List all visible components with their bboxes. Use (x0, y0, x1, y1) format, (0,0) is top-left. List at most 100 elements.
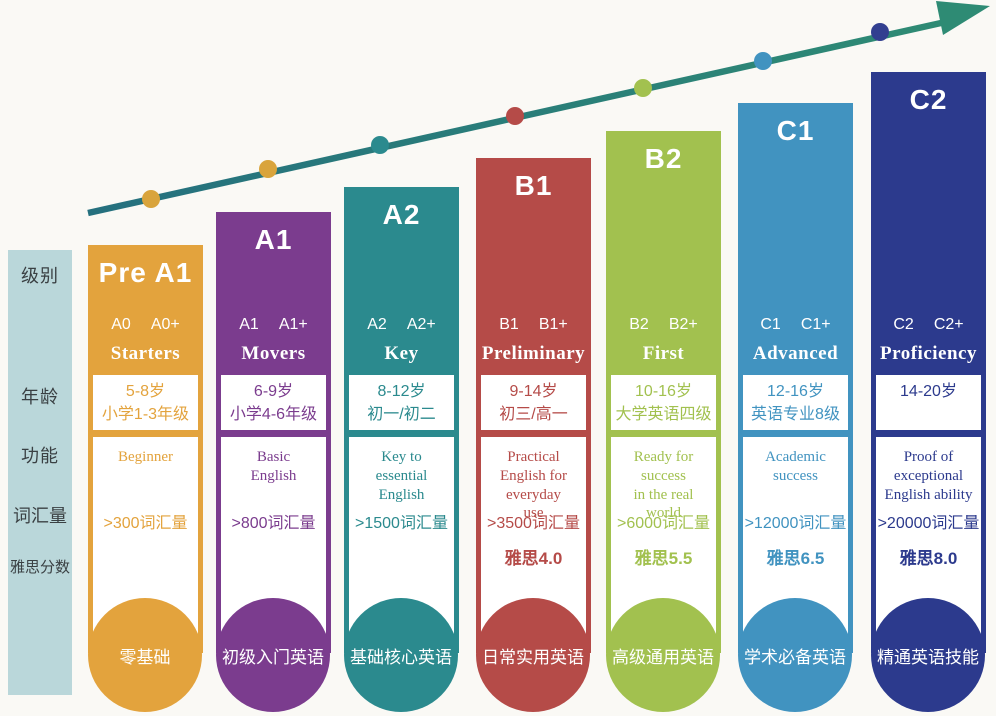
level-title: A1 (254, 224, 293, 255)
ielts-score-text: 雅思4.0 (504, 549, 563, 568)
vocabulary-text: >800词汇量 (231, 515, 316, 532)
progress-dot (371, 136, 389, 154)
summary-circle-label: 零基础 (119, 647, 171, 667)
exam-name: Proficiency (880, 343, 977, 364)
exam-name: First (642, 343, 685, 364)
level-column-c1: C1 C1 C1+ Advanced 12-16岁 英语专业8级 Academi… (738, 103, 853, 712)
summary-circle-label: 学术必备英语 (744, 647, 846, 667)
level-header: A1 A1 A1+ Movers (216, 212, 331, 375)
progress-dot (754, 52, 772, 70)
ielts-score-text: 雅思8.0 (899, 549, 958, 568)
sublevel-codes: A2 A2+ (367, 316, 436, 334)
progress-dot (634, 79, 652, 97)
level-column-c2: C2 C2 C2+ Proficiency 14-20岁 Proof of ex… (871, 72, 986, 712)
age-range-text: 6-9岁 小学4-6年级 (229, 383, 318, 424)
progress-dot (142, 190, 160, 208)
sublevel-code: A0 (111, 316, 131, 333)
sublevel-code: A2+ (406, 316, 436, 333)
summary-circle: 初级入门英语 (216, 598, 330, 712)
vocabulary-text: >3500词汇量 (487, 515, 580, 532)
age-range-text: 10-16岁 大学英语四级 (615, 383, 712, 424)
summary-circle: 学术必备英语 (738, 598, 852, 712)
vocabulary-text: >300词汇量 (103, 515, 188, 532)
summary-circle: 零基础 (88, 598, 202, 712)
level-column-pre-a1: Pre A1 A0 A0+ Starters 5-8岁 小学1-3年级 Begi… (88, 245, 203, 712)
sublevel-code: A0+ (150, 316, 180, 333)
summary-circle-label: 日常实用英语 (482, 647, 584, 667)
sublevel-code: C1 (760, 316, 781, 333)
row-label-level: 级别 (21, 266, 59, 286)
level-title: Pre A1 (98, 257, 193, 288)
sublevel-code: A2 (367, 316, 387, 333)
function-text: Key to essential English (375, 449, 428, 503)
sublevel-codes: C2 C2+ (893, 316, 963, 334)
level-header: B2 B2 B2+ First (606, 131, 721, 375)
header-bottom: A1 A1+ Movers (239, 316, 308, 365)
level-header: C1 C1 C1+ Advanced (738, 103, 853, 375)
exam-name: Starters (110, 343, 181, 364)
progress-dot (259, 160, 277, 178)
level-header: Pre A1 A0 A0+ Starters (88, 245, 203, 375)
level-header: B1 B1 B1+ Preliminary (476, 158, 591, 375)
sublevel-code: B2 (629, 316, 649, 333)
age-range-box: 9-14岁 初三/高一 (481, 375, 586, 430)
age-range-text: 8-12岁 初一/初二 (367, 383, 436, 424)
sublevel-code: C2+ (933, 316, 964, 333)
age-range-box: 6-9岁 小学4-6年级 (221, 375, 326, 430)
level-title: B1 (514, 170, 553, 201)
level-header: A2 A2 A2+ Key (344, 187, 459, 375)
function-text: Academic success (765, 449, 826, 484)
sublevel-codes: A1 A1+ (239, 316, 308, 334)
progress-dot (506, 107, 524, 125)
summary-circle: 基础核心英语 (344, 598, 458, 712)
age-range-text: 5-8岁 小学1-3年级 (101, 383, 190, 424)
exam-name: Preliminary (481, 343, 586, 364)
level-title: B2 (644, 143, 683, 174)
age-range-text: 14-20岁 (900, 383, 957, 400)
header-bottom: C1 C1+ Advanced (753, 316, 838, 365)
function-text: Practical English for everyday use (499, 449, 568, 522)
vocabulary-text: >1500词汇量 (355, 515, 448, 532)
vocabulary-text: >6000词汇量 (617, 515, 710, 532)
summary-circle-label: 高级通用英语 (612, 647, 714, 667)
row-label-age: 年龄 (21, 387, 59, 407)
row-labels-sidebar: 级别 年龄 功能 词汇量 雅思分数 (8, 250, 72, 695)
summary-circle: 日常实用英语 (476, 598, 590, 712)
level-title: C2 (909, 84, 948, 115)
exam-name: Key (384, 343, 419, 364)
function-text: Beginner (118, 449, 173, 465)
function-text: Basic English (250, 449, 297, 484)
sublevel-code: B1+ (538, 316, 568, 333)
header-bottom: B1 B1+ Preliminary (482, 316, 585, 365)
header-bottom: B2 B2+ First (629, 316, 698, 365)
sublevel-codes: B2 B2+ (629, 316, 698, 334)
age-range-box: 12-16岁 英语专业8级 (743, 375, 848, 430)
sublevel-code: C1+ (800, 316, 831, 333)
exam-name: Advanced (752, 343, 839, 364)
level-title: C1 (776, 115, 815, 146)
level-column-b2: B2 B2 B2+ First 10-16岁 大学英语四级 Ready for … (606, 131, 721, 712)
summary-circle-label: 初级入门英语 (222, 647, 324, 667)
vocabulary-text: >12000词汇量 (744, 515, 847, 532)
row-label-vocabulary: 词汇量 (13, 506, 67, 526)
level-column-b1: B1 B1 B1+ Preliminary 9-14岁 初三/高一 Practi… (476, 158, 591, 712)
sublevel-code: A1+ (278, 316, 308, 333)
sublevel-code: B1 (499, 316, 519, 333)
summary-circle: 精通英语技能 (871, 598, 985, 712)
header-bottom: A2 A2+ Key (367, 316, 436, 365)
summary-circle: 高级通用英语 (606, 598, 720, 712)
vocabulary-text: >20000词汇量 (877, 515, 980, 532)
progress-dot (871, 23, 889, 41)
age-range-box: 10-16岁 大学英语四级 (611, 375, 716, 430)
header-bottom: C2 C2+ Proficiency (880, 316, 977, 365)
level-column-a2: A2 A2 A2+ Key 8-12岁 初一/初二 Key to essenti… (344, 187, 459, 712)
age-range-box: 14-20岁 (876, 375, 981, 430)
age-range-text: 12-16岁 英语专业8级 (751, 383, 840, 424)
sublevel-codes: A0 A0+ (111, 316, 180, 334)
sublevel-code: B2+ (668, 316, 698, 333)
exam-name: Movers (241, 343, 306, 364)
arrowhead-icon (936, 1, 990, 35)
row-label-function: 功能 (21, 446, 59, 466)
age-range-text: 9-14岁 初三/高一 (499, 383, 568, 424)
